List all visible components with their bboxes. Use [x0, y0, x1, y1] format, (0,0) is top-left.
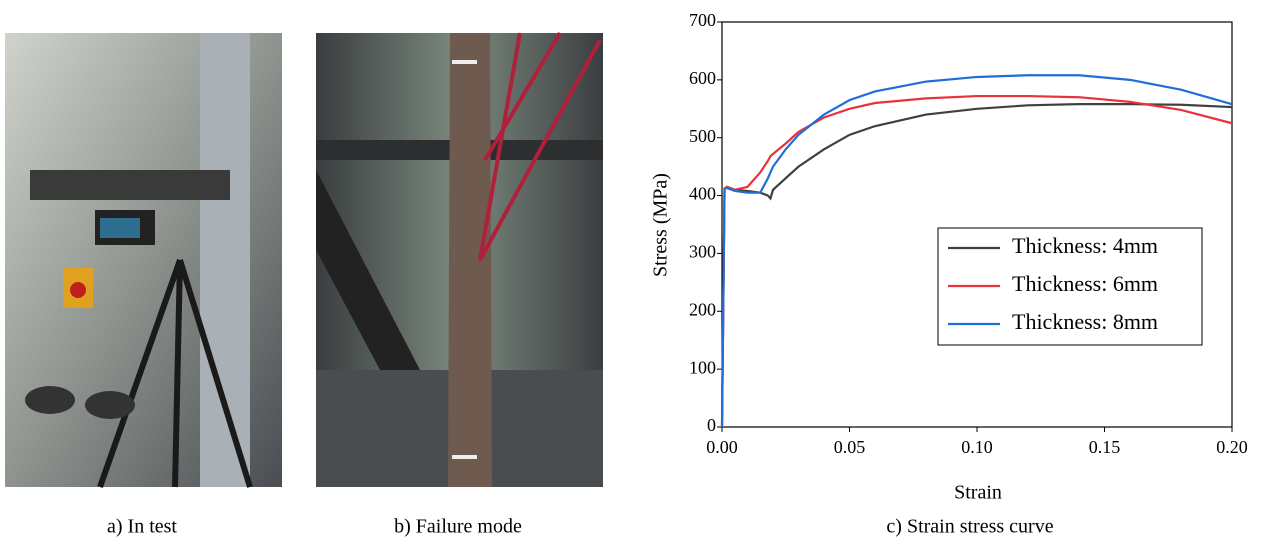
legend-label: Thickness: 4mm	[1012, 233, 1158, 258]
series-line	[720, 103, 1233, 428]
y-tick-label: 400	[689, 184, 716, 204]
x-tick-label: 0.05	[834, 437, 866, 457]
y-tick-label: 300	[689, 242, 716, 262]
y-tick-label: 100	[689, 357, 716, 377]
x-tick-label: 0.10	[961, 437, 993, 457]
x-tick-label: 0.20	[1216, 437, 1248, 457]
legend-label: Thickness: 6mm	[1012, 271, 1158, 296]
x-tick-label: 0.15	[1089, 437, 1121, 457]
caption: b) Failure mode	[394, 516, 522, 538]
photo-in-test	[5, 33, 282, 488]
photo-failure-mode	[316, 31, 603, 487]
y-axis-title: Stress (MPa)	[650, 173, 672, 277]
y-tick-label: 0	[707, 415, 716, 435]
series-line	[720, 94, 1233, 428]
y-tick-label: 700	[689, 10, 716, 30]
y-tick-label: 600	[689, 68, 716, 88]
caption: a) In test	[107, 516, 177, 538]
plot-frame	[721, 21, 1233, 428]
x-tick-label: 0.00	[706, 437, 738, 457]
series-line	[720, 74, 1233, 428]
caption: c) Strain stress curve	[886, 516, 1053, 538]
legend-label: Thickness: 8mm	[1012, 309, 1158, 334]
y-tick-label: 500	[689, 126, 716, 146]
x-axis-title: Strain	[954, 482, 1002, 504]
y-tick-label: 200	[689, 299, 716, 319]
